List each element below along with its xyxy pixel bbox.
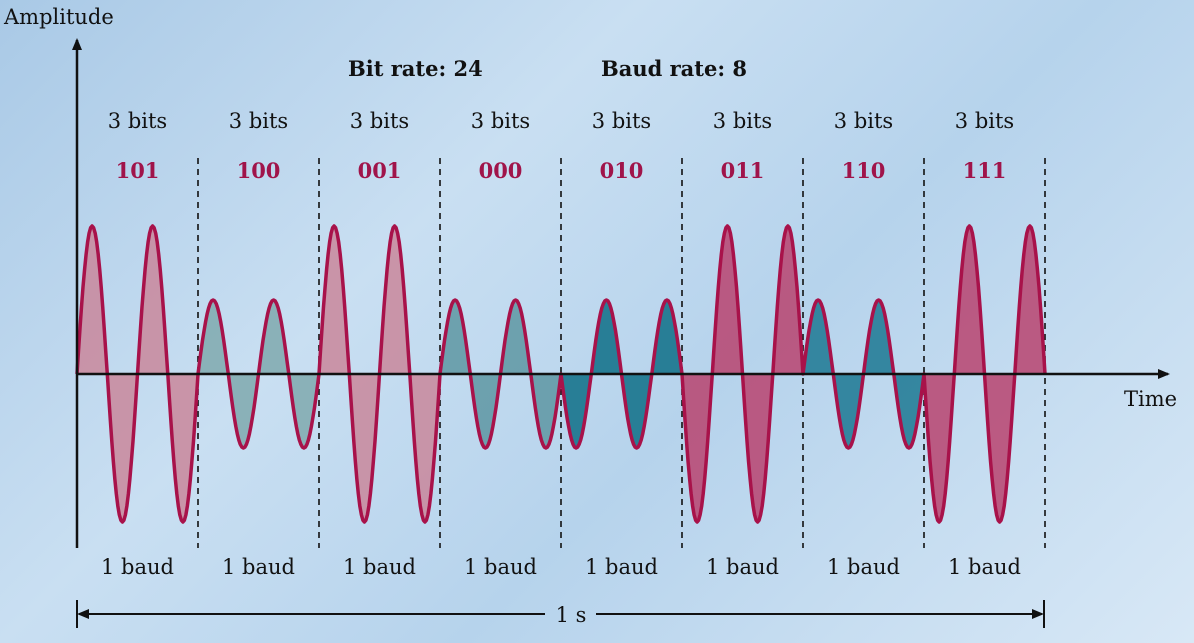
symbol-code-label: 010 bbox=[600, 158, 644, 183]
y-axis-label: Amplitude bbox=[3, 5, 114, 29]
baud-rate-label: Baud rate: 8 bbox=[601, 56, 747, 81]
bit-rate-label: Bit rate: 24 bbox=[348, 56, 483, 81]
baud-label: 1 baud bbox=[343, 555, 416, 579]
bits-per-symbol-label: 3 bits bbox=[713, 109, 772, 133]
symbol-code-label: 000 bbox=[479, 158, 523, 183]
bits-per-symbol-label: 3 bits bbox=[108, 109, 167, 133]
x-axis-label: Time bbox=[1124, 387, 1177, 411]
symbol-code-label: 111 bbox=[963, 158, 1007, 183]
baud-label: 1 baud bbox=[222, 555, 295, 579]
baud-label: 1 baud bbox=[827, 555, 900, 579]
segment-labels: 3 bits 101 1 baud 3 bits 100 1 baud 3 bits 001 1… bbox=[101, 109, 1021, 579]
bits-per-symbol-label: 3 bits bbox=[834, 109, 893, 133]
symbol-code-label: 101 bbox=[116, 158, 160, 183]
symbol-code-label: 100 bbox=[237, 158, 281, 183]
baud-label: 1 baud bbox=[585, 555, 658, 579]
symbol-code-label: 001 bbox=[358, 158, 402, 183]
baud-label: 1 baud bbox=[464, 555, 537, 579]
bits-per-symbol-label: 3 bits bbox=[955, 109, 1014, 133]
duration-label: 1 s bbox=[556, 603, 587, 627]
bits-per-symbol-label: 3 bits bbox=[471, 109, 530, 133]
baud-label: 1 baud bbox=[101, 555, 174, 579]
symbol-code-label: 110 bbox=[842, 158, 886, 183]
baud-label: 1 baud bbox=[706, 555, 779, 579]
baud-label: 1 baud bbox=[948, 555, 1021, 579]
segment-separators bbox=[197, 158, 1046, 548]
bits-per-symbol-label: 3 bits bbox=[229, 109, 288, 133]
bits-per-symbol-label: 3 bits bbox=[350, 109, 409, 133]
symbol-code-label: 011 bbox=[721, 158, 765, 183]
bits-per-symbol-label: 3 bits bbox=[592, 109, 651, 133]
